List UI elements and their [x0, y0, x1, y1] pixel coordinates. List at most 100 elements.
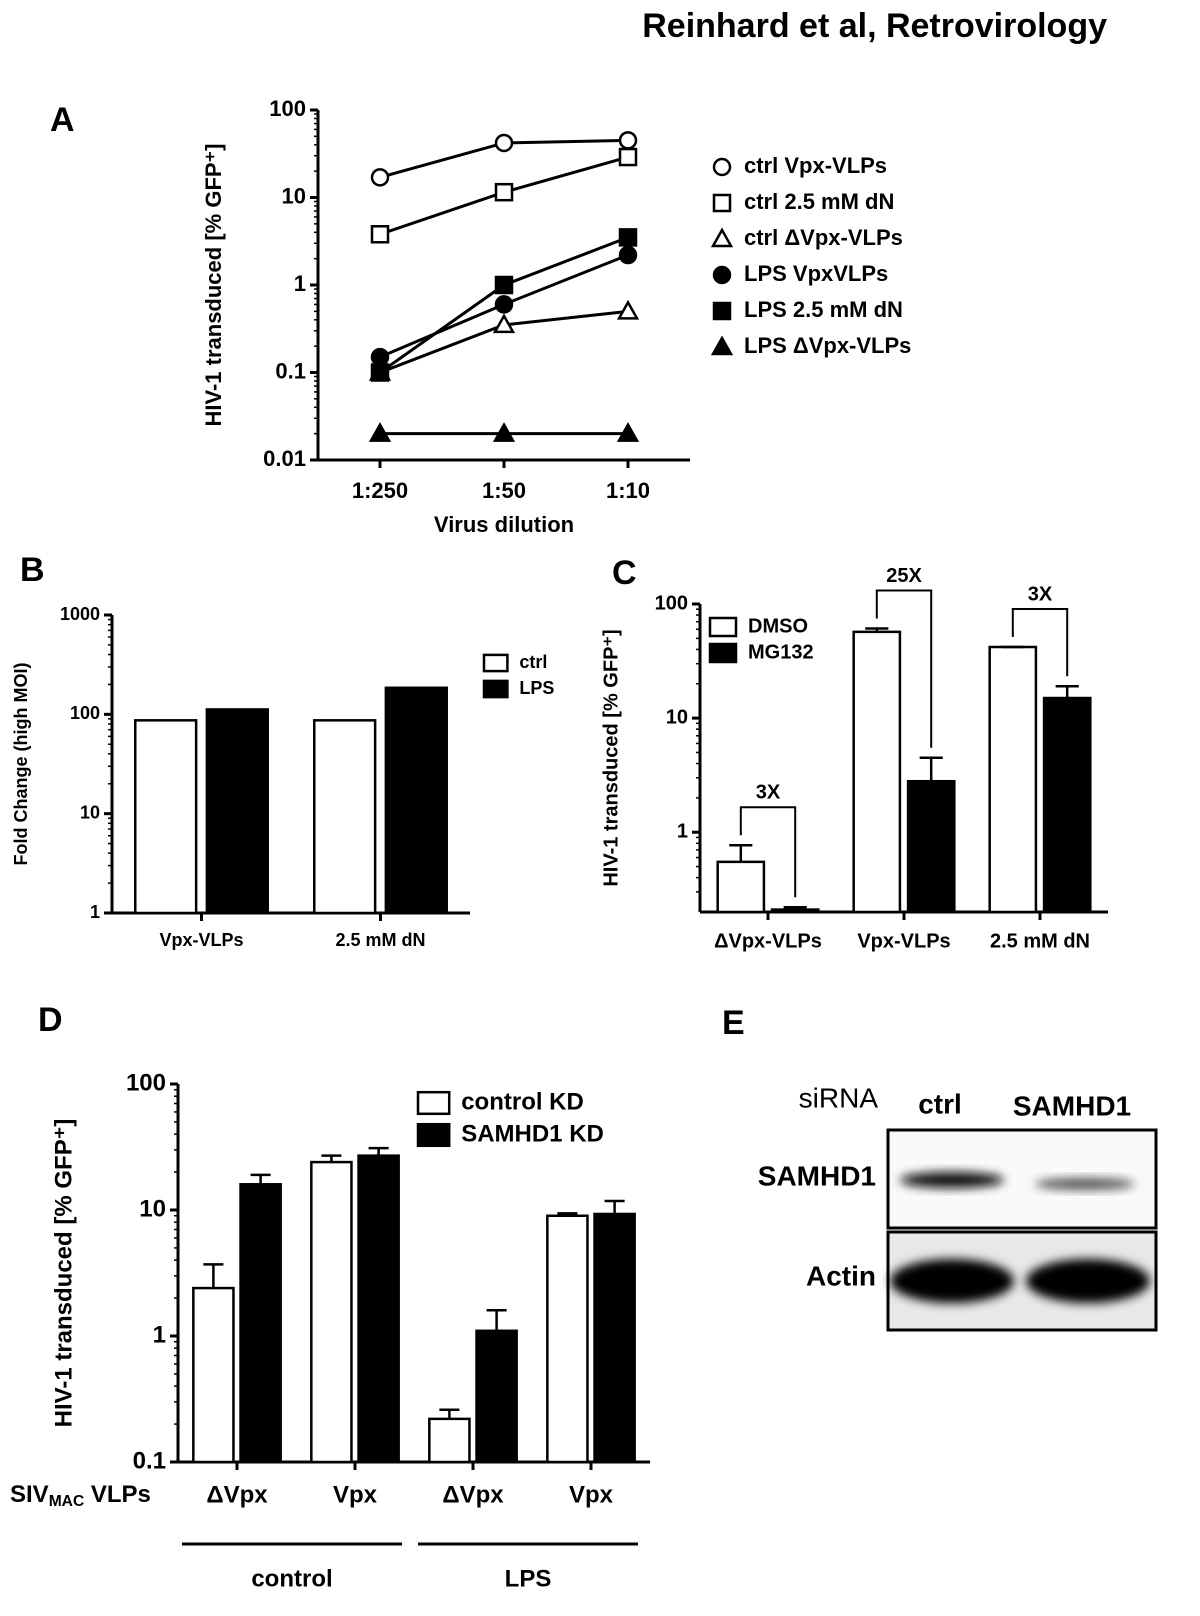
y-tick-label: 1 [153, 1321, 166, 1348]
figure-title: Reinhard et al, Retrovirology [642, 7, 1107, 45]
marker [712, 157, 732, 177]
bar [192, 1286, 235, 1464]
legend-label: ctrl 2.5 mM dN [744, 189, 894, 214]
bracket-label: 3X [756, 781, 781, 803]
marker [618, 245, 638, 265]
marker [712, 301, 732, 321]
marker [492, 313, 516, 334]
marker [616, 422, 640, 442]
error-bar [557, 1212, 578, 1216]
bar [313, 719, 377, 915]
y-tick-label: 10 [80, 802, 100, 822]
bar [357, 1154, 400, 1464]
y-tick-label: 1 [90, 902, 100, 922]
marker [370, 225, 390, 244]
marker [616, 299, 640, 320]
x-tick-label: Vpx-VLPs [159, 930, 243, 950]
marker [710, 335, 734, 356]
lane-label: ctrl [918, 1088, 962, 1119]
marker [370, 168, 390, 187]
legend-label: control KD [461, 1088, 584, 1115]
legend-swatch [482, 653, 509, 673]
y-axis-label: HIV-1 transduced [% GFP⁺] [201, 144, 226, 427]
bracket [875, 589, 933, 748]
panel-label: A [50, 101, 75, 139]
bar [134, 719, 198, 915]
bar [384, 686, 448, 915]
y-tick-label: 100 [126, 1069, 166, 1096]
y-tick-label: 10 [139, 1195, 166, 1222]
group-label: control [251, 1565, 332, 1592]
y-tick-label: 1 [677, 821, 688, 843]
marker [368, 422, 392, 442]
bar [988, 645, 1038, 914]
marker [712, 265, 732, 285]
x-tick-label: ΔVpx [442, 1481, 504, 1508]
bracket-label: 3X [1028, 583, 1053, 605]
legend-swatch [482, 679, 509, 699]
x-axis-label: SIVMAC VLPs [10, 1481, 151, 1510]
legend-label: LPS VpxVLPs [744, 261, 888, 286]
blot-band [890, 1259, 1014, 1303]
error-bar [783, 906, 807, 910]
legend-swatch [416, 1090, 451, 1116]
bracket [739, 806, 797, 898]
y-tick-label: 0.01 [263, 446, 306, 471]
bar [205, 708, 269, 915]
error-bar [203, 1263, 224, 1289]
x-tick-label: 2.5 mM dN [990, 930, 1090, 952]
y-tick-label: 10 [666, 706, 688, 728]
bar [546, 1214, 589, 1464]
y-tick-label: 100 [70, 703, 100, 723]
legend-label: LPS [519, 678, 554, 698]
marker [712, 193, 732, 213]
bar [593, 1212, 636, 1464]
row-label: Actin [806, 1260, 876, 1291]
marker [494, 133, 514, 153]
y-axis-label: Fold Change (high MOI) [11, 663, 31, 866]
x-tick-label: Vpx [569, 1481, 614, 1508]
marker [618, 147, 638, 167]
x-tick-label: 1:10 [606, 478, 650, 503]
y-tick-label: 0.1 [133, 1447, 166, 1474]
x-tick-label: ΔVpx [206, 1481, 268, 1508]
marker [710, 227, 734, 248]
marker [494, 275, 514, 295]
bar [428, 1417, 471, 1464]
bar [475, 1329, 518, 1464]
error-bar [919, 756, 943, 782]
legend-label: ctrl ΔVpx-VLPs [744, 225, 903, 250]
bar [770, 908, 820, 914]
panel-label: D [38, 1001, 63, 1039]
error-bar [865, 627, 889, 632]
bracket [1011, 607, 1069, 677]
x-label-rest: VLPs [84, 1481, 151, 1508]
bar [1042, 696, 1092, 914]
bar [852, 630, 902, 914]
marker [618, 228, 638, 247]
x-tick-label: Vpx [333, 1481, 378, 1508]
x-tick-label: 2.5 mM dN [335, 930, 425, 950]
row-label: SAMHD1 [758, 1160, 876, 1191]
y-tick-label: 100 [269, 96, 306, 121]
blot-band [1035, 1178, 1135, 1190]
error-bar [321, 1154, 342, 1163]
blot-band [900, 1172, 1004, 1188]
legend-label: SAMHD1 KD [461, 1120, 604, 1147]
error-bar [729, 843, 753, 862]
legend-label: ctrl Vpx-VLPs [744, 153, 887, 178]
error-bar [368, 1146, 389, 1156]
y-tick-label: 0.1 [275, 358, 306, 383]
legend-swatch [708, 616, 738, 638]
error-bar [486, 1309, 507, 1331]
blot-band [1026, 1259, 1150, 1303]
blot-header: siRNA [799, 1082, 879, 1113]
marker [492, 422, 516, 442]
y-axis-label: HIV-1 transduced [% GFP⁺] [600, 629, 622, 886]
bar [239, 1183, 282, 1464]
legend-swatch [416, 1122, 451, 1148]
marker [618, 131, 638, 150]
panel-label: B [20, 551, 45, 589]
marker [494, 182, 514, 202]
x-tick-label: 1:50 [482, 478, 526, 503]
